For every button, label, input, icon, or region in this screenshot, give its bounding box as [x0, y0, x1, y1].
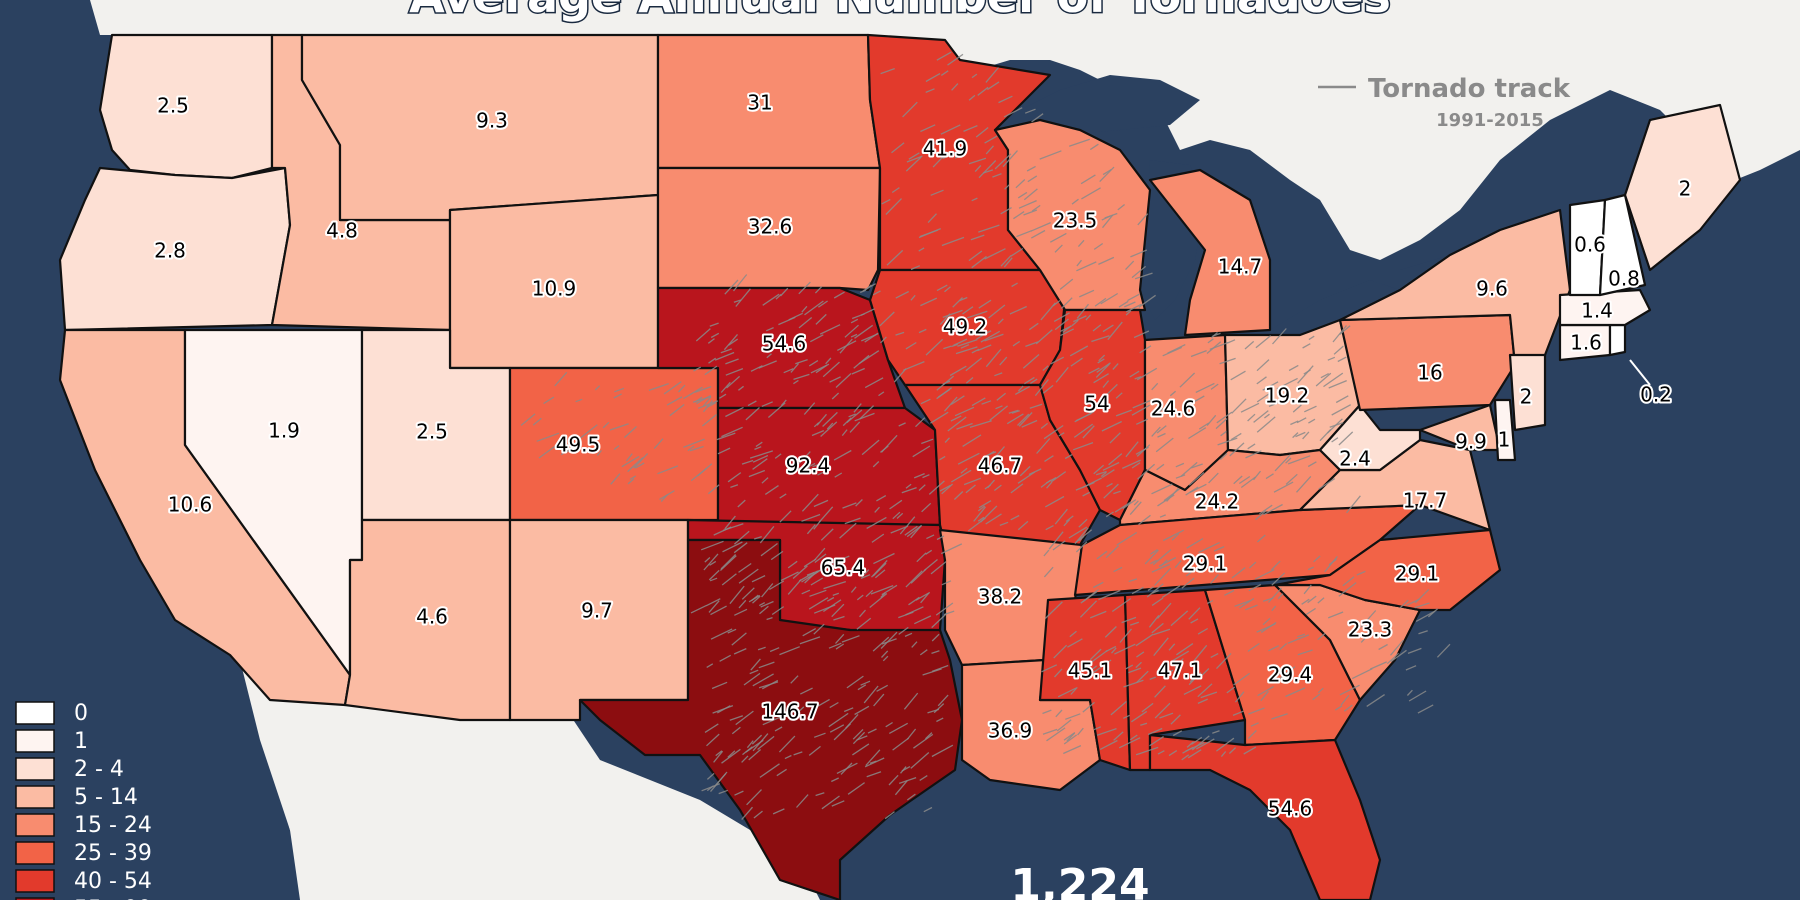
label-va: 17.7 [1403, 489, 1448, 513]
states-layer [58, 33, 1742, 900]
label-ct: 1.6 [1570, 331, 1602, 355]
label-ga: 29.4 [1268, 663, 1313, 687]
label-wv: 2.4 [1339, 447, 1371, 471]
legend-label-0: 0 [74, 701, 88, 726]
legend-label-2: 2 - 4 [74, 757, 124, 782]
label-az: 4.6 [416, 605, 448, 629]
label-wa: 2.5 [157, 94, 189, 118]
tornado-tracks [520, 51, 1451, 821]
state-nc[interactable] [1273, 528, 1502, 612]
legend-label-1: 1 [74, 729, 88, 754]
state-nj[interactable] [1508, 353, 1547, 432]
label-nm: 9.7 [581, 599, 613, 623]
baja-land [240, 660, 350, 900]
label-ny: 9.6 [1476, 277, 1508, 301]
label-al: 47.1 [1158, 659, 1203, 683]
state-co[interactable] [508, 366, 720, 522]
label-sd: 32.6 [748, 215, 793, 239]
state-de[interactable] [1493, 398, 1517, 462]
state-me[interactable] [1623, 103, 1742, 272]
total-count: 1,224 [1010, 860, 1149, 900]
state-nh[interactable] [1598, 193, 1647, 297]
state-tx[interactable] [578, 538, 964, 900]
label-ri: 0.2 [1640, 383, 1672, 407]
label-oh: 19.2 [1265, 384, 1310, 408]
label-mn: 41.9 [923, 137, 968, 161]
label-wi: 23.5 [1053, 209, 1098, 233]
canada-land [40, 0, 1800, 260]
label-ms: 45.1 [1068, 659, 1113, 683]
track-legend-years: 1991-2015 [1436, 110, 1544, 131]
label-wy: 10.9 [532, 277, 577, 301]
label-tx: 146.7 [761, 700, 818, 724]
label-ar: 38.2 [978, 585, 1023, 609]
label-ky: 24.2 [1195, 490, 1240, 514]
label-in: 24.6 [1151, 397, 1196, 421]
label-me: 2 [1679, 177, 1692, 201]
legend-label-6: 40 - 54 [74, 869, 152, 894]
label-ma: 1.4 [1581, 299, 1613, 323]
label-sc: 23.3 [1348, 618, 1393, 642]
label-pa: 16 [1417, 361, 1442, 385]
label-mi: 14.7 [1218, 255, 1263, 279]
state-il[interactable] [1038, 308, 1147, 522]
label-ok: 65.4 [821, 556, 866, 580]
state-ny[interactable] [1338, 208, 1572, 367]
label-tn: 29.1 [1183, 552, 1228, 576]
lake-erie [1270, 280, 1400, 335]
state-ma[interactable] [1558, 288, 1652, 327]
legend-swatch-5 [15, 841, 55, 865]
legend-swatch-6 [15, 869, 55, 893]
label-nh: 0.8 [1608, 267, 1640, 291]
label-ut: 2.5 [416, 420, 448, 444]
track-legend-label: Tornado track [1368, 74, 1571, 104]
label-de: 1 [1498, 428, 1511, 452]
label-mt: 9.3 [476, 109, 508, 133]
label-id: 4.8 [326, 219, 358, 243]
label-ks: 92.4 [786, 454, 831, 478]
state-fl[interactable] [1148, 733, 1382, 900]
state-value-labels: 2.5 2.8 10.6 4.8 1.9 9.3 10.9 2.5 4.6 49… [152, 89, 1693, 823]
label-nj: 2 [1520, 385, 1533, 409]
label-vt: 0.6 [1574, 233, 1606, 257]
mexico-land [260, 690, 820, 900]
label-or: 2.8 [154, 239, 186, 263]
label-co: 49.5 [556, 433, 601, 457]
label-la: 36.9 [988, 719, 1033, 743]
legend-label-7: 55 - 99 [74, 897, 152, 900]
label-ne: 54.6 [762, 332, 807, 356]
label-fl: 54.6 [1268, 797, 1313, 821]
legend-swatch-7 [15, 897, 55, 900]
legend-swatch-4 [15, 813, 55, 837]
label-nd: 31 [747, 91, 772, 115]
state-mi[interactable] [1148, 168, 1272, 337]
ri-pointer-line [1629, 359, 1651, 386]
color-legend: 0 1 2 - 4 5 - 14 15 - 24 25 - 39 40 - 54 55 - 9… [15, 701, 152, 900]
label-md: 9.9 [1455, 430, 1487, 454]
label-mo: 46.7 [978, 454, 1023, 478]
label-nc: 29.1 [1395, 562, 1440, 586]
label-ia: 49.2 [943, 315, 988, 339]
state-ri[interactable] [1608, 323, 1627, 357]
legend-swatch-3 [15, 785, 55, 809]
legend-label-5: 25 - 39 [74, 841, 152, 866]
map-title: Average Annual Number of Tornadoes [409, 0, 1391, 23]
legend-label-3: 5 - 14 [74, 785, 138, 810]
label-il: 54 [1084, 392, 1109, 416]
label-nv: 1.9 [268, 419, 300, 443]
legend-label-4: 15 - 24 [74, 813, 152, 838]
legend-swatch-2 [15, 757, 55, 781]
legend-swatch-0 [15, 701, 55, 725]
legend-swatch-1 [15, 729, 55, 753]
label-ca: 10.6 [168, 493, 213, 517]
